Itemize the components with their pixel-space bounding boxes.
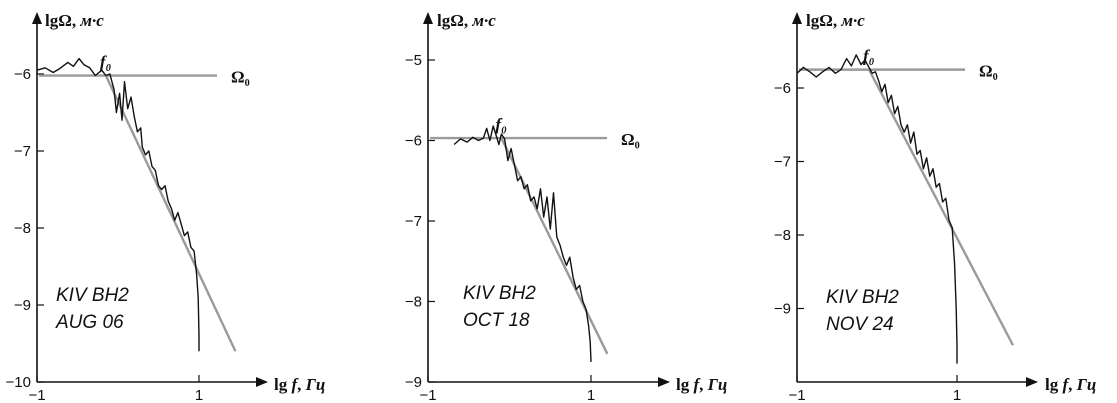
x-tick-label: −1 (419, 387, 436, 403)
y-tick-label: −10 (6, 374, 31, 391)
chart-panel-3: −9 −8 −7 −6 −1 1 lgΩ, м·с lg f, Гц Ω₀ f₀ KIV BH2 NO… (774, 11, 1097, 403)
y-axis-label: lgΩ, м·с (437, 11, 496, 30)
x-axis-arrow (1026, 377, 1038, 387)
y-tick-label: −7 (14, 143, 31, 160)
x-tick-label: 1 (195, 387, 203, 403)
x-axis-arrow (658, 377, 670, 387)
spectrum-line (453, 125, 592, 362)
y-axis-label: lgΩ, м·с (806, 11, 865, 30)
y-tick-label: −6 (774, 80, 791, 97)
omega0-label: Ω₀ (231, 68, 250, 87)
y-tick-label: −7 (405, 213, 422, 230)
x-tick-label: 1 (953, 387, 961, 403)
chart-panel-1: −10 −9 −8 −7 −6 −1 1 lgΩ, м·с lg f, Гц Ω₀ f₀ KIV BH… (6, 11, 326, 403)
y-tick-label: −6 (14, 66, 31, 83)
y-tick-label: −9 (405, 374, 422, 391)
station-label: KIV BH2 (56, 285, 129, 306)
station-label: KIV BH2 (826, 287, 899, 308)
x-axis-label: lg f, Гц (1045, 375, 1096, 394)
spectrum-line (796, 54, 958, 364)
x-tick-label: −1 (28, 387, 45, 403)
f0-label: f₀ (100, 53, 112, 72)
f0-label: f₀ (863, 47, 875, 66)
decay-fit-line (104, 75, 237, 352)
date-label: NOV 24 (826, 314, 894, 335)
y-tick-label: −7 (774, 154, 791, 171)
station-label: KIV BH2 (463, 283, 536, 304)
x-axis-label: lg f, Гц (274, 375, 325, 394)
y-tick-label: −8 (774, 227, 791, 244)
y-tick-label: −5 (405, 52, 422, 69)
chart-panel-2: −9 −8 −7 −6 −5 −1 1 lgΩ, м·с lg f, Гц Ω₀ f₀ KIV BH2… (405, 11, 728, 403)
y-axis-arrow (423, 12, 433, 24)
decay-fit-line (867, 69, 1015, 346)
omega0-label: Ω₀ (979, 62, 998, 81)
date-label: OCT 18 (463, 310, 530, 331)
y-axis-arrow (32, 12, 42, 24)
date-label: AUG 06 (55, 312, 124, 333)
y-axis-arrow (792, 12, 802, 24)
y-axis-label: lgΩ, м·с (45, 11, 104, 30)
omega0-label: Ω₀ (621, 130, 640, 149)
spectrum-line (36, 57, 200, 352)
y-tick-label: −9 (14, 297, 31, 314)
y-tick-label: −8 (14, 220, 31, 237)
decay-fit-line (500, 137, 609, 355)
y-tick-label: −8 (405, 294, 422, 311)
y-tick-label: −9 (774, 301, 791, 318)
x-axis-arrow (256, 377, 268, 387)
y-tick-label: −6 (405, 133, 422, 150)
x-axis-label: lg f, Гц (676, 375, 727, 394)
x-tick-label: −1 (788, 387, 805, 403)
x-tick-label: 1 (587, 387, 595, 403)
f0-label: f₀ (495, 115, 507, 134)
